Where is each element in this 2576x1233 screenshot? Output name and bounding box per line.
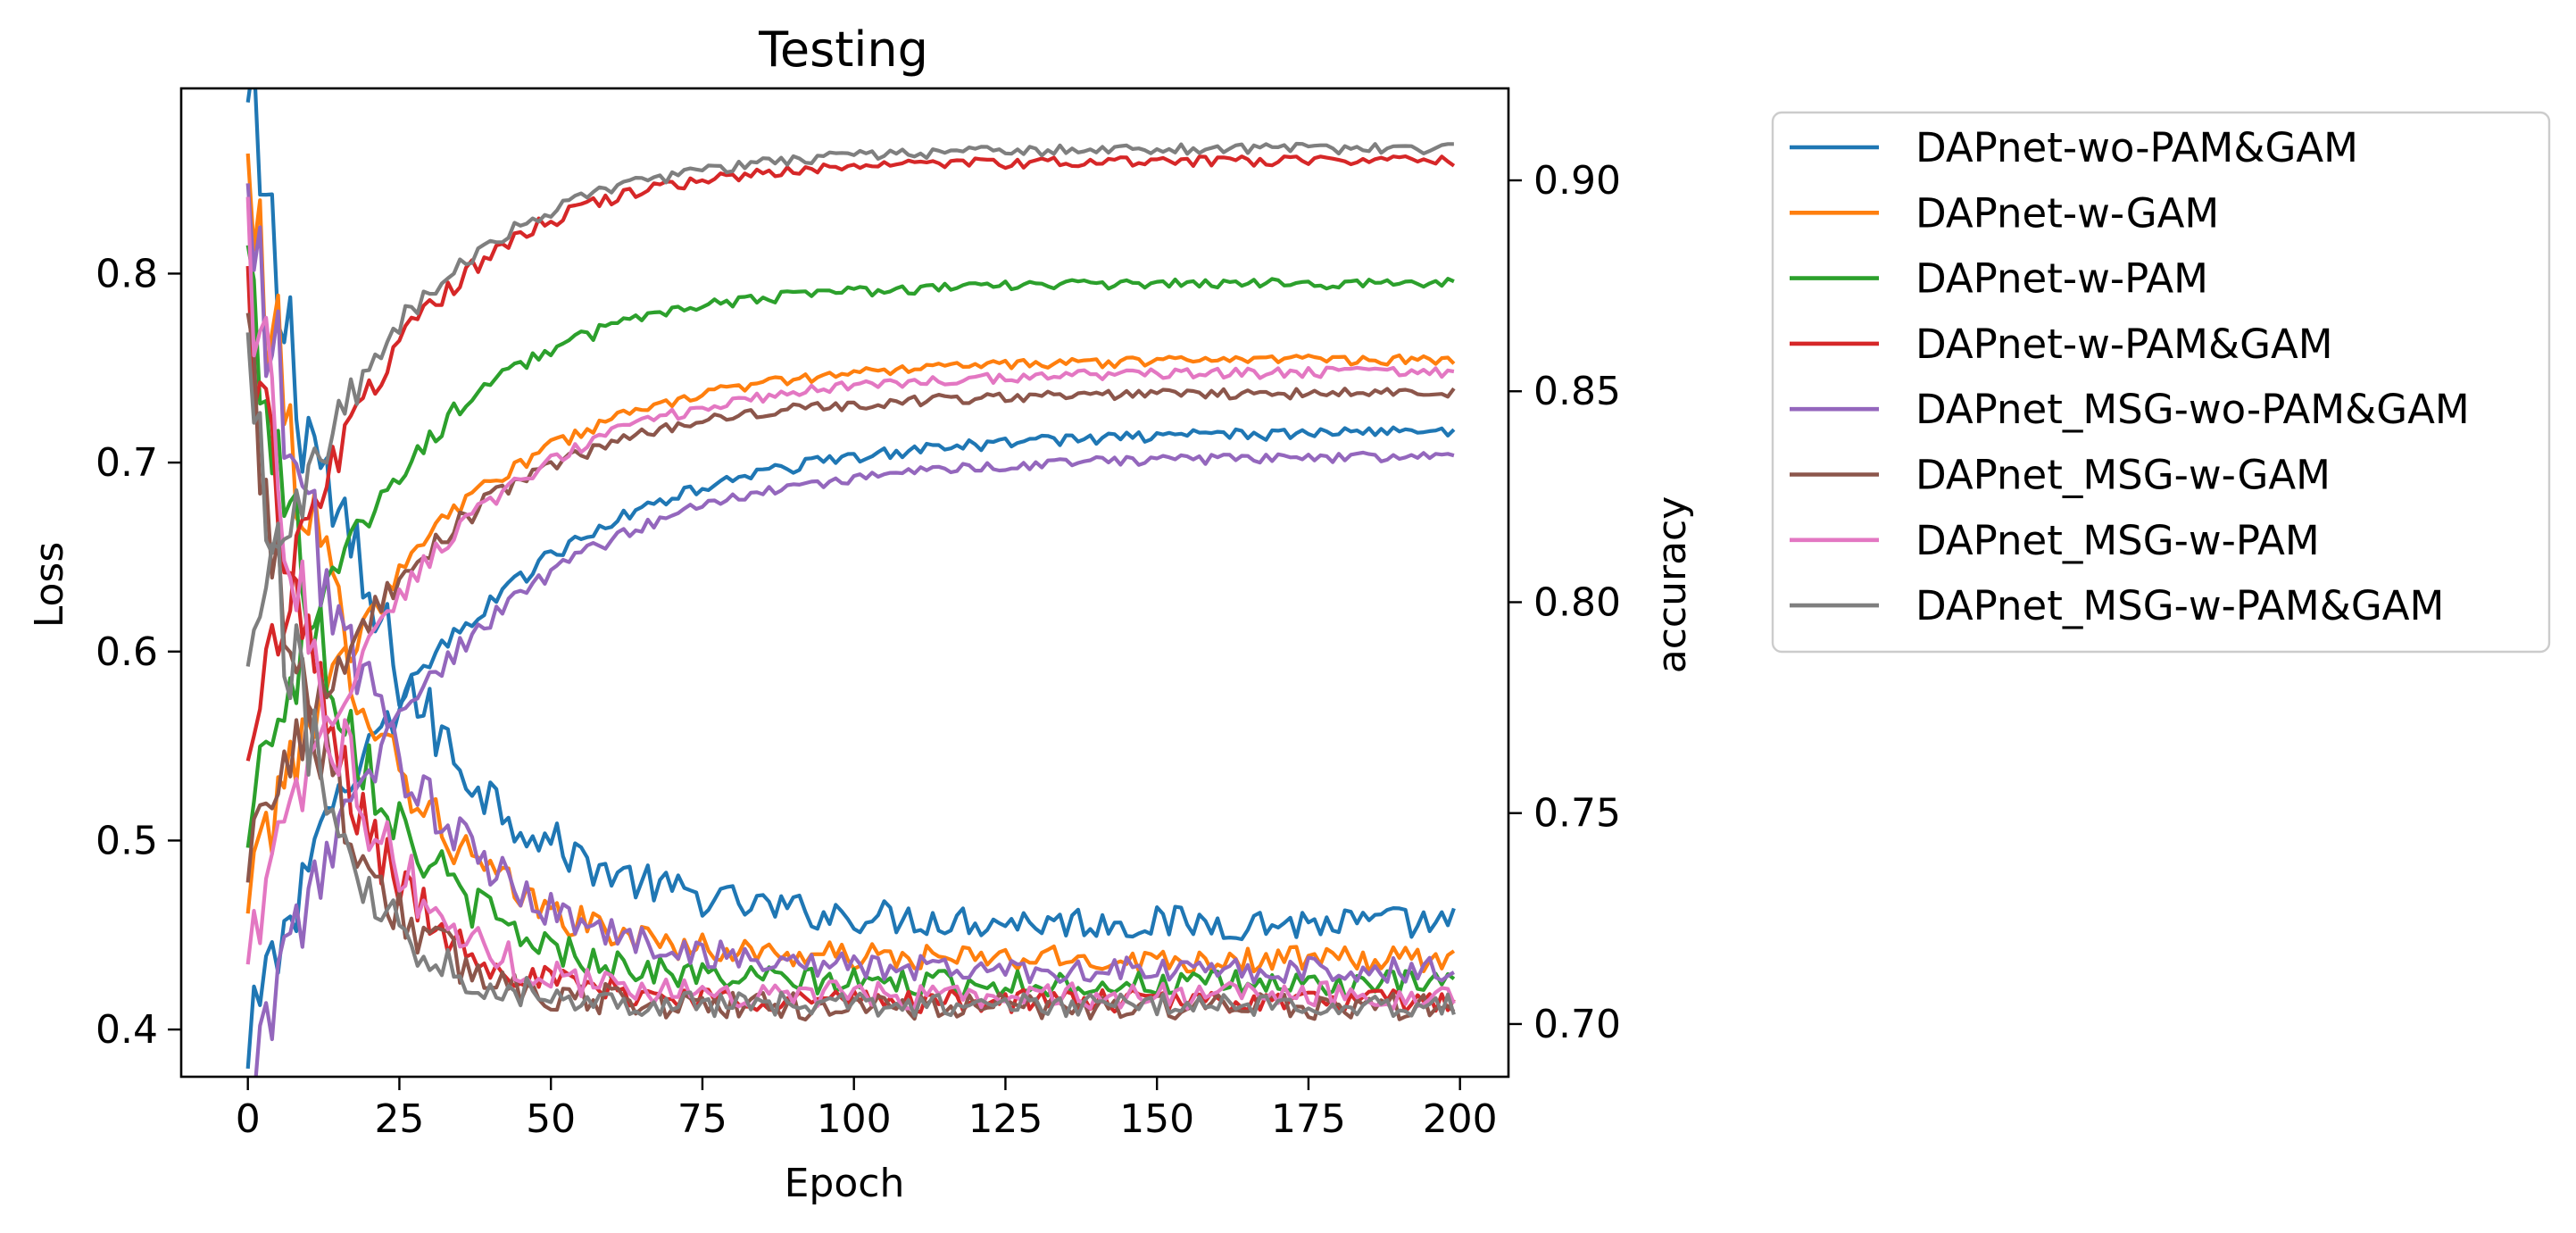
x-tick-label: 200 (1423, 1096, 1498, 1142)
y-right-tick-label: 0.75 (1533, 791, 1621, 837)
legend-label-8: DAPnet_MSG-w-PAM&GAM (1915, 582, 2444, 629)
legend-label-1: DAPnet-wo-PAM&GAM (1915, 124, 2358, 171)
legend-label-6: DAPnet_MSG-w-GAM (1915, 452, 2331, 499)
accuracy-line-8 (245, 141, 1454, 667)
y-left-tick-label: 0.8 (96, 251, 158, 296)
legend-frame (1771, 111, 2551, 654)
y-right-tick-label: 0.90 (1533, 158, 1621, 204)
x-tick-label: 125 (968, 1096, 1043, 1142)
y-axis-left: 0.4 0.5 0.6 0.7 0.8 (96, 251, 181, 1053)
x-tick-label: 0 (236, 1096, 261, 1142)
x-tick-label: 100 (817, 1096, 892, 1142)
legend-label-4: DAPnet-w-PAM&GAM (1915, 321, 2333, 368)
y-right-tick-label: 0.70 (1533, 1002, 1621, 1047)
legend: DAPnet-wo-PAM&GAM DAPnet-w-GAM DAPnet-w-PA… (1771, 111, 2551, 654)
x-tick-label: 50 (526, 1096, 576, 1142)
x-tick-label: 25 (374, 1096, 424, 1142)
loss-line-8 (245, 332, 1456, 1019)
accuracy-line-5 (253, 450, 1455, 1077)
x-tick-label: 150 (1119, 1096, 1194, 1142)
series-layer (245, 88, 1456, 1077)
loss-line-7 (245, 196, 1456, 1011)
y-right-tick-label: 0.85 (1533, 369, 1621, 414)
plot-frame (179, 87, 1510, 1079)
legend-label-3: DAPnet-w-PAM (1915, 255, 2208, 303)
y-axis-right: 0.70 0.75 0.80 0.85 0.90 (1508, 158, 1621, 1047)
accuracy-line-2 (245, 353, 1456, 914)
x-tick-label: 175 (1271, 1096, 1346, 1142)
loss-line-1 (245, 88, 1456, 942)
x-axis-label: Epoch (785, 1161, 905, 1206)
x-axis: 0 25 50 75 100 125 150 175 200 (236, 1077, 1498, 1142)
y-left-tick-label: 0.6 (96, 629, 158, 675)
legend-label-7: DAPnet_MSG-w-PAM (1915, 517, 2320, 564)
accuracy-line-7 (245, 365, 1455, 965)
accuracy-line-3 (245, 277, 1455, 848)
y-right-tick-label: 0.80 (1533, 579, 1621, 625)
accuracy-line-1 (245, 425, 1456, 1070)
y-left-tick-label: 0.7 (96, 440, 158, 486)
legend-label-2: DAPnet-w-GAM (1915, 189, 2219, 237)
loss-line-5 (245, 183, 1455, 985)
x-tick-label: 75 (677, 1096, 727, 1142)
y-left-tick-label: 0.5 (96, 818, 158, 863)
accuracy-line-6 (245, 387, 1456, 883)
y-left-tick-label: 0.4 (96, 1007, 158, 1053)
y-axis-right-label: accuracy (1649, 496, 1695, 674)
y-axis-left-label: Loss (27, 542, 72, 629)
chart-title: Testing (758, 21, 928, 78)
legend-label-5: DAPnet_MSG-wo-PAM&GAM (1915, 386, 2470, 433)
accuracy-line-4 (245, 154, 1456, 762)
